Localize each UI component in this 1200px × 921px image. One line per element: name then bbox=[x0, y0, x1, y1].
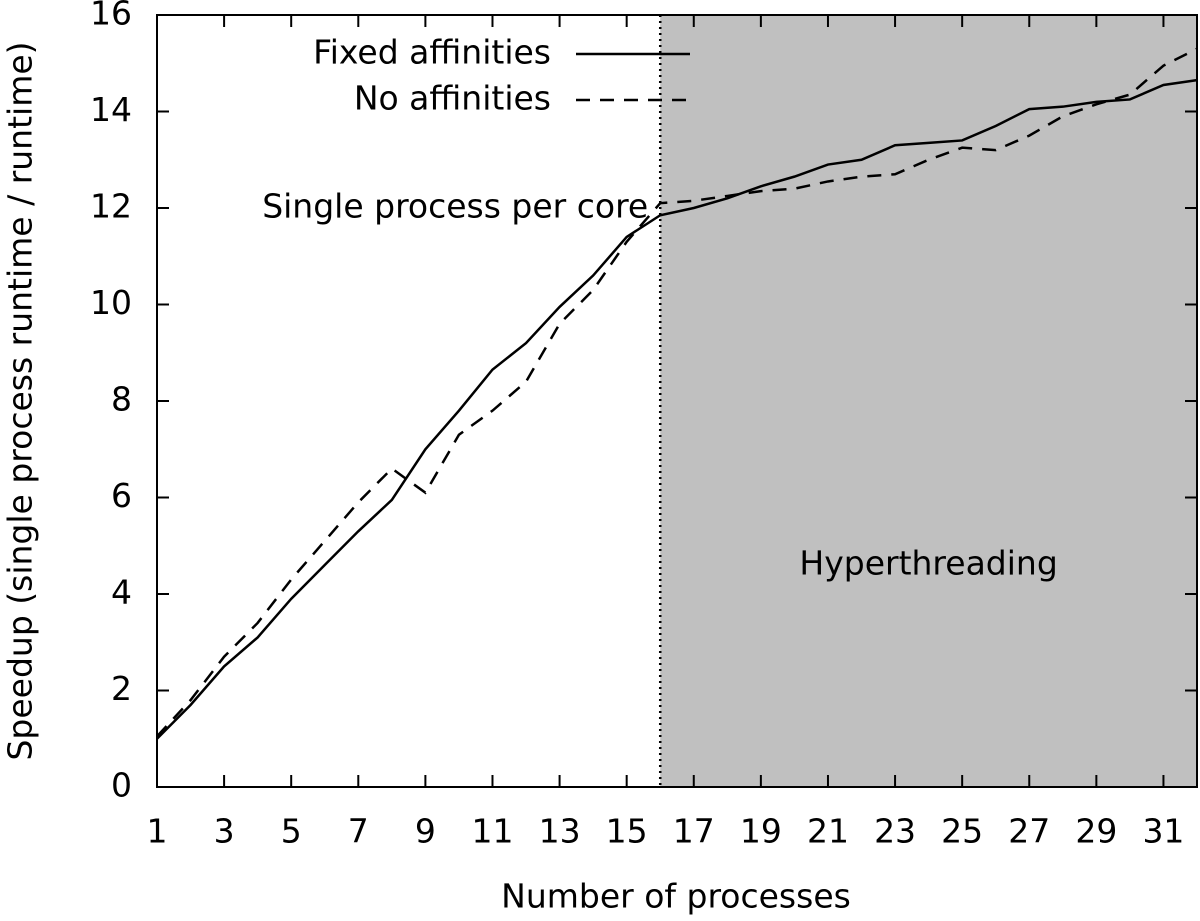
y-axis-label: Speedup (single process runtime / runtim… bbox=[1, 41, 40, 760]
y-tick-label: 10 bbox=[90, 283, 132, 322]
y-tick-label: 16 bbox=[90, 0, 132, 33]
y-tick-label: 0 bbox=[111, 766, 132, 805]
y-tick-label: 8 bbox=[111, 380, 132, 419]
x-axis-label: Number of processes bbox=[501, 877, 851, 916]
x-tick-label: 27 bbox=[1008, 812, 1050, 851]
legend-label: No affinities bbox=[354, 79, 551, 118]
y-tick-label: 2 bbox=[111, 669, 132, 708]
x-tick-label: 29 bbox=[1075, 812, 1117, 851]
x-tick-label: 19 bbox=[740, 812, 782, 851]
x-tick-label: 21 bbox=[807, 812, 849, 851]
x-tick-label: 5 bbox=[281, 812, 302, 851]
x-tick-label: 9 bbox=[415, 812, 436, 851]
x-tick-label: 3 bbox=[214, 812, 235, 851]
annotation: Single process per core bbox=[262, 187, 648, 226]
y-tick-label: 14 bbox=[90, 90, 132, 129]
x-tick-label: 1 bbox=[147, 812, 168, 851]
series-line bbox=[156, 78, 1198, 740]
series-line bbox=[156, 47, 1198, 738]
x-tick-label: 13 bbox=[539, 812, 581, 851]
x-tick-label: 11 bbox=[471, 812, 513, 851]
x-tick-label: 17 bbox=[673, 812, 715, 851]
y-tick-label: 12 bbox=[90, 187, 132, 226]
y-tick-label: 6 bbox=[111, 476, 132, 515]
x-tick-label: 23 bbox=[874, 812, 916, 851]
x-tick-label: 31 bbox=[1142, 812, 1184, 851]
x-tick-label: 15 bbox=[606, 812, 648, 851]
region bbox=[660, 15, 1197, 787]
x-tick-label: 25 bbox=[941, 812, 983, 851]
y-tick-label: 4 bbox=[111, 573, 132, 612]
x-tick-label: 7 bbox=[348, 812, 369, 851]
legend-label: Fixed affinities bbox=[313, 33, 551, 72]
region-label: Hyperthreading bbox=[799, 544, 1057, 583]
